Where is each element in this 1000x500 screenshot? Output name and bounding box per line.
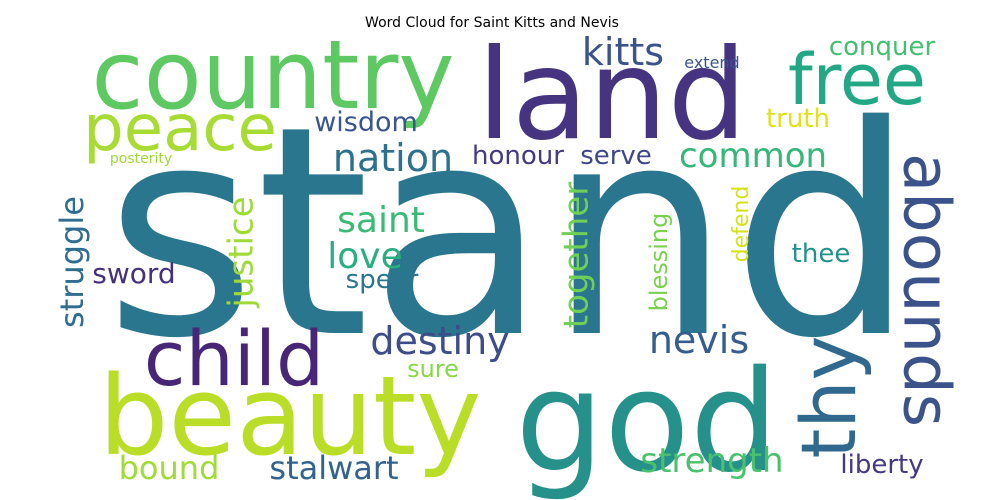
word-defend: defend bbox=[729, 186, 754, 263]
word-love: love bbox=[327, 236, 402, 277]
word-common: common bbox=[679, 136, 827, 176]
word-nation: nation bbox=[333, 136, 453, 180]
word-justice: justice bbox=[222, 196, 262, 308]
word-posterity: posterity bbox=[110, 151, 172, 167]
word-extend: extend bbox=[684, 53, 739, 72]
word-beauty: beauty bbox=[99, 352, 482, 480]
word-struggle: struggle bbox=[53, 196, 91, 328]
word-child: child bbox=[144, 314, 324, 403]
word-liberty: liberty bbox=[840, 450, 923, 480]
word-blessing: blessing bbox=[645, 213, 673, 312]
word-peace: peace bbox=[83, 92, 277, 166]
word-stand: stand bbox=[105, 65, 915, 402]
word-destiny: destiny bbox=[370, 319, 509, 363]
word-conquer: conquer bbox=[829, 32, 936, 62]
word-stalwart: stalwart bbox=[269, 449, 398, 487]
word-strength: strength bbox=[640, 441, 783, 481]
word-honour: honour bbox=[472, 141, 564, 171]
word-sure: sure bbox=[407, 355, 459, 383]
word-nevis: nevis bbox=[649, 318, 749, 362]
word-abounds: abounds bbox=[888, 153, 962, 427]
word-country: country bbox=[91, 21, 454, 131]
word-free: free bbox=[788, 39, 926, 121]
word-serve: serve bbox=[580, 141, 652, 171]
word-god: god bbox=[515, 341, 778, 500]
word-thee: thee bbox=[792, 239, 851, 269]
word-together: together bbox=[557, 182, 597, 328]
word-truth: truth bbox=[766, 104, 830, 134]
word-wisdom: wisdom bbox=[314, 107, 418, 138]
word-thy: thy bbox=[784, 336, 873, 459]
word-saint: saint bbox=[337, 200, 425, 241]
word-kitts: kitts bbox=[582, 30, 664, 74]
word-sword: sword bbox=[92, 257, 175, 290]
word-bound: bound bbox=[119, 449, 220, 487]
word-land: land bbox=[477, 23, 747, 168]
chart-title: Word Cloud for Saint Kitts and Nevis bbox=[365, 15, 619, 31]
word-spear: spear bbox=[346, 265, 419, 295]
